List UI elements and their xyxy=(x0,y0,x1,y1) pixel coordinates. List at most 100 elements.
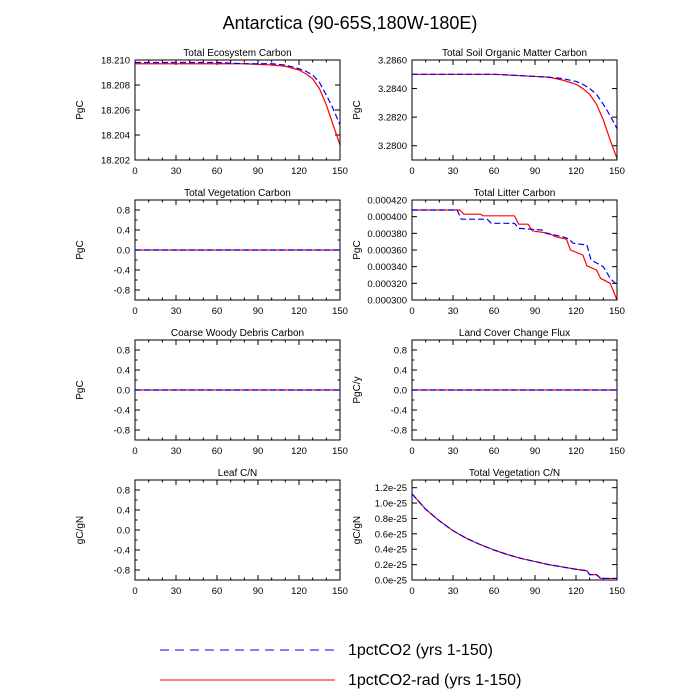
series-line-1pctco2-yrs-1-150 xyxy=(135,61,340,126)
y-axis-label: gC/gN xyxy=(75,516,86,544)
figure-title: Antarctica (90-65S,180W-180E) xyxy=(223,13,478,33)
plot-frame xyxy=(411,339,618,441)
y-tick-label: 0.8 xyxy=(117,486,130,497)
y-axis-label: PgC/y xyxy=(352,376,363,403)
panel-title: Total Vegetation C/N xyxy=(469,468,560,479)
panel-leaf-c-n: Leaf C/N gC/gN 0 30 60 90 120 150 -0.8 -0.4 0.0 0.4… xyxy=(75,468,348,597)
y-tick-label: 0.2e-25 xyxy=(375,560,407,571)
y-axis-label: PgC xyxy=(352,240,363,259)
panel-title: Total Vegetation Carbon xyxy=(184,188,291,199)
x-tick-label: 120 xyxy=(291,166,307,177)
y-tick-label: 0.8 xyxy=(117,206,130,217)
y-tick-label: 0.4 xyxy=(394,366,407,377)
panels: Total Ecosystem Carbon PgC 0 30 60 90 120 150 18… xyxy=(75,48,625,597)
x-tick-label: 120 xyxy=(291,446,307,457)
y-tick-label: 3.2800 xyxy=(378,141,407,152)
panel-coarse-woody-debris-carbon: Coarse Woody Debris Carbon PgC 0 30 60 90 120 1… xyxy=(75,328,348,457)
y-tick-label: -0.4 xyxy=(391,406,407,417)
y-tick-label: -0.4 xyxy=(114,546,130,557)
panel-total-vegetation-carbon: Total Vegetation Carbon PgC 0 30 60 90 120 150 -… xyxy=(75,188,348,317)
y-tick-label: 0.000320 xyxy=(367,279,407,290)
x-tick-label: 90 xyxy=(253,306,264,317)
series-line-1pctco2-yrs-1-150 xyxy=(412,209,617,286)
y-tick-label: 0.0e-25 xyxy=(375,576,407,587)
y-tick-label: 0.4 xyxy=(117,506,130,517)
y-tick-label: 0.000300 xyxy=(367,296,407,307)
x-tick-label: 0 xyxy=(409,446,414,457)
y-tick-label: 18.202 xyxy=(101,156,130,167)
x-tick-label: 120 xyxy=(291,586,307,597)
series-line-1pctco2-rad-yrs-1-150 xyxy=(135,63,340,146)
y-tick-label: -0.4 xyxy=(114,406,130,417)
x-tick-label: 30 xyxy=(448,166,459,177)
y-tick-label: 0.6e-25 xyxy=(375,529,407,540)
legend-label-1pctco2-rad: 1pctCO2-rad (yrs 1-150) xyxy=(348,672,521,689)
y-tick-label: 0.0 xyxy=(117,386,130,397)
x-tick-label: 60 xyxy=(489,306,500,317)
x-tick-label: 90 xyxy=(530,166,541,177)
panel-title: Total Ecosystem Carbon xyxy=(183,48,291,59)
x-tick-label: 0 xyxy=(409,166,414,177)
y-tick-label: 1.2e-25 xyxy=(375,483,407,494)
x-tick-label: 90 xyxy=(253,586,264,597)
x-tick-label: 0 xyxy=(409,306,414,317)
plot-frame xyxy=(411,199,618,301)
x-tick-label: 30 xyxy=(448,586,459,597)
y-tick-label: 0.4 xyxy=(117,226,130,237)
y-tick-label: 0.000360 xyxy=(367,246,407,257)
x-tick-label: 150 xyxy=(609,166,625,177)
x-tick-label: 0 xyxy=(132,306,137,317)
x-tick-label: 60 xyxy=(489,586,500,597)
x-tick-label: 30 xyxy=(171,586,182,597)
panel-total-vegetation-c-n: Total Vegetation C/N gC/gN 0 30 60 90 120 150 0.… xyxy=(352,468,625,597)
panel-total-soil-organic-matter-carbon: Total Soil Organic Matter Carbon PgC 0 30 60… xyxy=(352,48,625,177)
panel-total-ecosystem-carbon: Total Ecosystem Carbon PgC 0 30 60 90 120 150 18… xyxy=(75,48,348,177)
x-tick-label: 90 xyxy=(253,166,264,177)
panel-title: Leaf C/N xyxy=(218,468,257,479)
x-tick-label: 150 xyxy=(332,446,348,457)
x-tick-label: 0 xyxy=(132,446,137,457)
series-group xyxy=(412,73,617,159)
y-tick-label: 18.206 xyxy=(101,106,130,117)
x-tick-label: 60 xyxy=(489,166,500,177)
y-tick-label: 0.8 xyxy=(394,346,407,357)
y-tick-label: 0.8e-25 xyxy=(375,514,407,525)
panel-total-litter-carbon: Total Litter Carbon PgC 0 30 60 90 120 150 0.000… xyxy=(352,188,625,317)
plot-frame xyxy=(134,199,341,301)
y-tick-label: 0.0 xyxy=(394,386,407,397)
x-tick-label: 120 xyxy=(291,306,307,317)
y-axis-label: PgC xyxy=(75,380,86,399)
y-axis-label: gC/gN xyxy=(352,516,363,544)
x-tick-label: 0 xyxy=(132,166,137,177)
plot-frame xyxy=(411,59,618,161)
y-tick-label: 0.4 xyxy=(117,366,130,377)
y-tick-label: 1.0e-25 xyxy=(375,499,407,510)
y-tick-label: 3.2820 xyxy=(378,113,407,124)
series-group xyxy=(412,209,617,300)
x-tick-label: 60 xyxy=(212,586,223,597)
y-tick-label: -0.4 xyxy=(114,266,130,277)
plot-frame xyxy=(134,479,341,581)
y-axis-label: PgC xyxy=(75,240,86,259)
x-tick-label: 150 xyxy=(609,586,625,597)
series-group xyxy=(135,61,340,146)
x-tick-label: 150 xyxy=(609,446,625,457)
y-tick-label: 18.208 xyxy=(101,81,130,92)
x-tick-label: 120 xyxy=(568,306,584,317)
x-tick-label: 120 xyxy=(568,166,584,177)
y-tick-label: 0.4e-25 xyxy=(375,545,407,556)
panel-title: Land Cover Change Flux xyxy=(459,328,570,339)
x-tick-label: 60 xyxy=(212,446,223,457)
y-tick-label: 3.2840 xyxy=(378,84,407,95)
x-tick-label: 30 xyxy=(448,446,459,457)
y-axis-label: PgC xyxy=(75,100,86,119)
panel-title: Total Soil Organic Matter Carbon xyxy=(442,48,587,59)
y-tick-label: 18.204 xyxy=(101,131,130,142)
series-group xyxy=(412,493,617,580)
plot-frame xyxy=(134,339,341,441)
y-tick-label: -0.8 xyxy=(114,566,130,577)
x-tick-label: 60 xyxy=(212,306,223,317)
y-tick-label: 0.000420 xyxy=(367,196,407,207)
panel-title: Total Litter Carbon xyxy=(474,188,556,199)
x-tick-label: 30 xyxy=(171,306,182,317)
